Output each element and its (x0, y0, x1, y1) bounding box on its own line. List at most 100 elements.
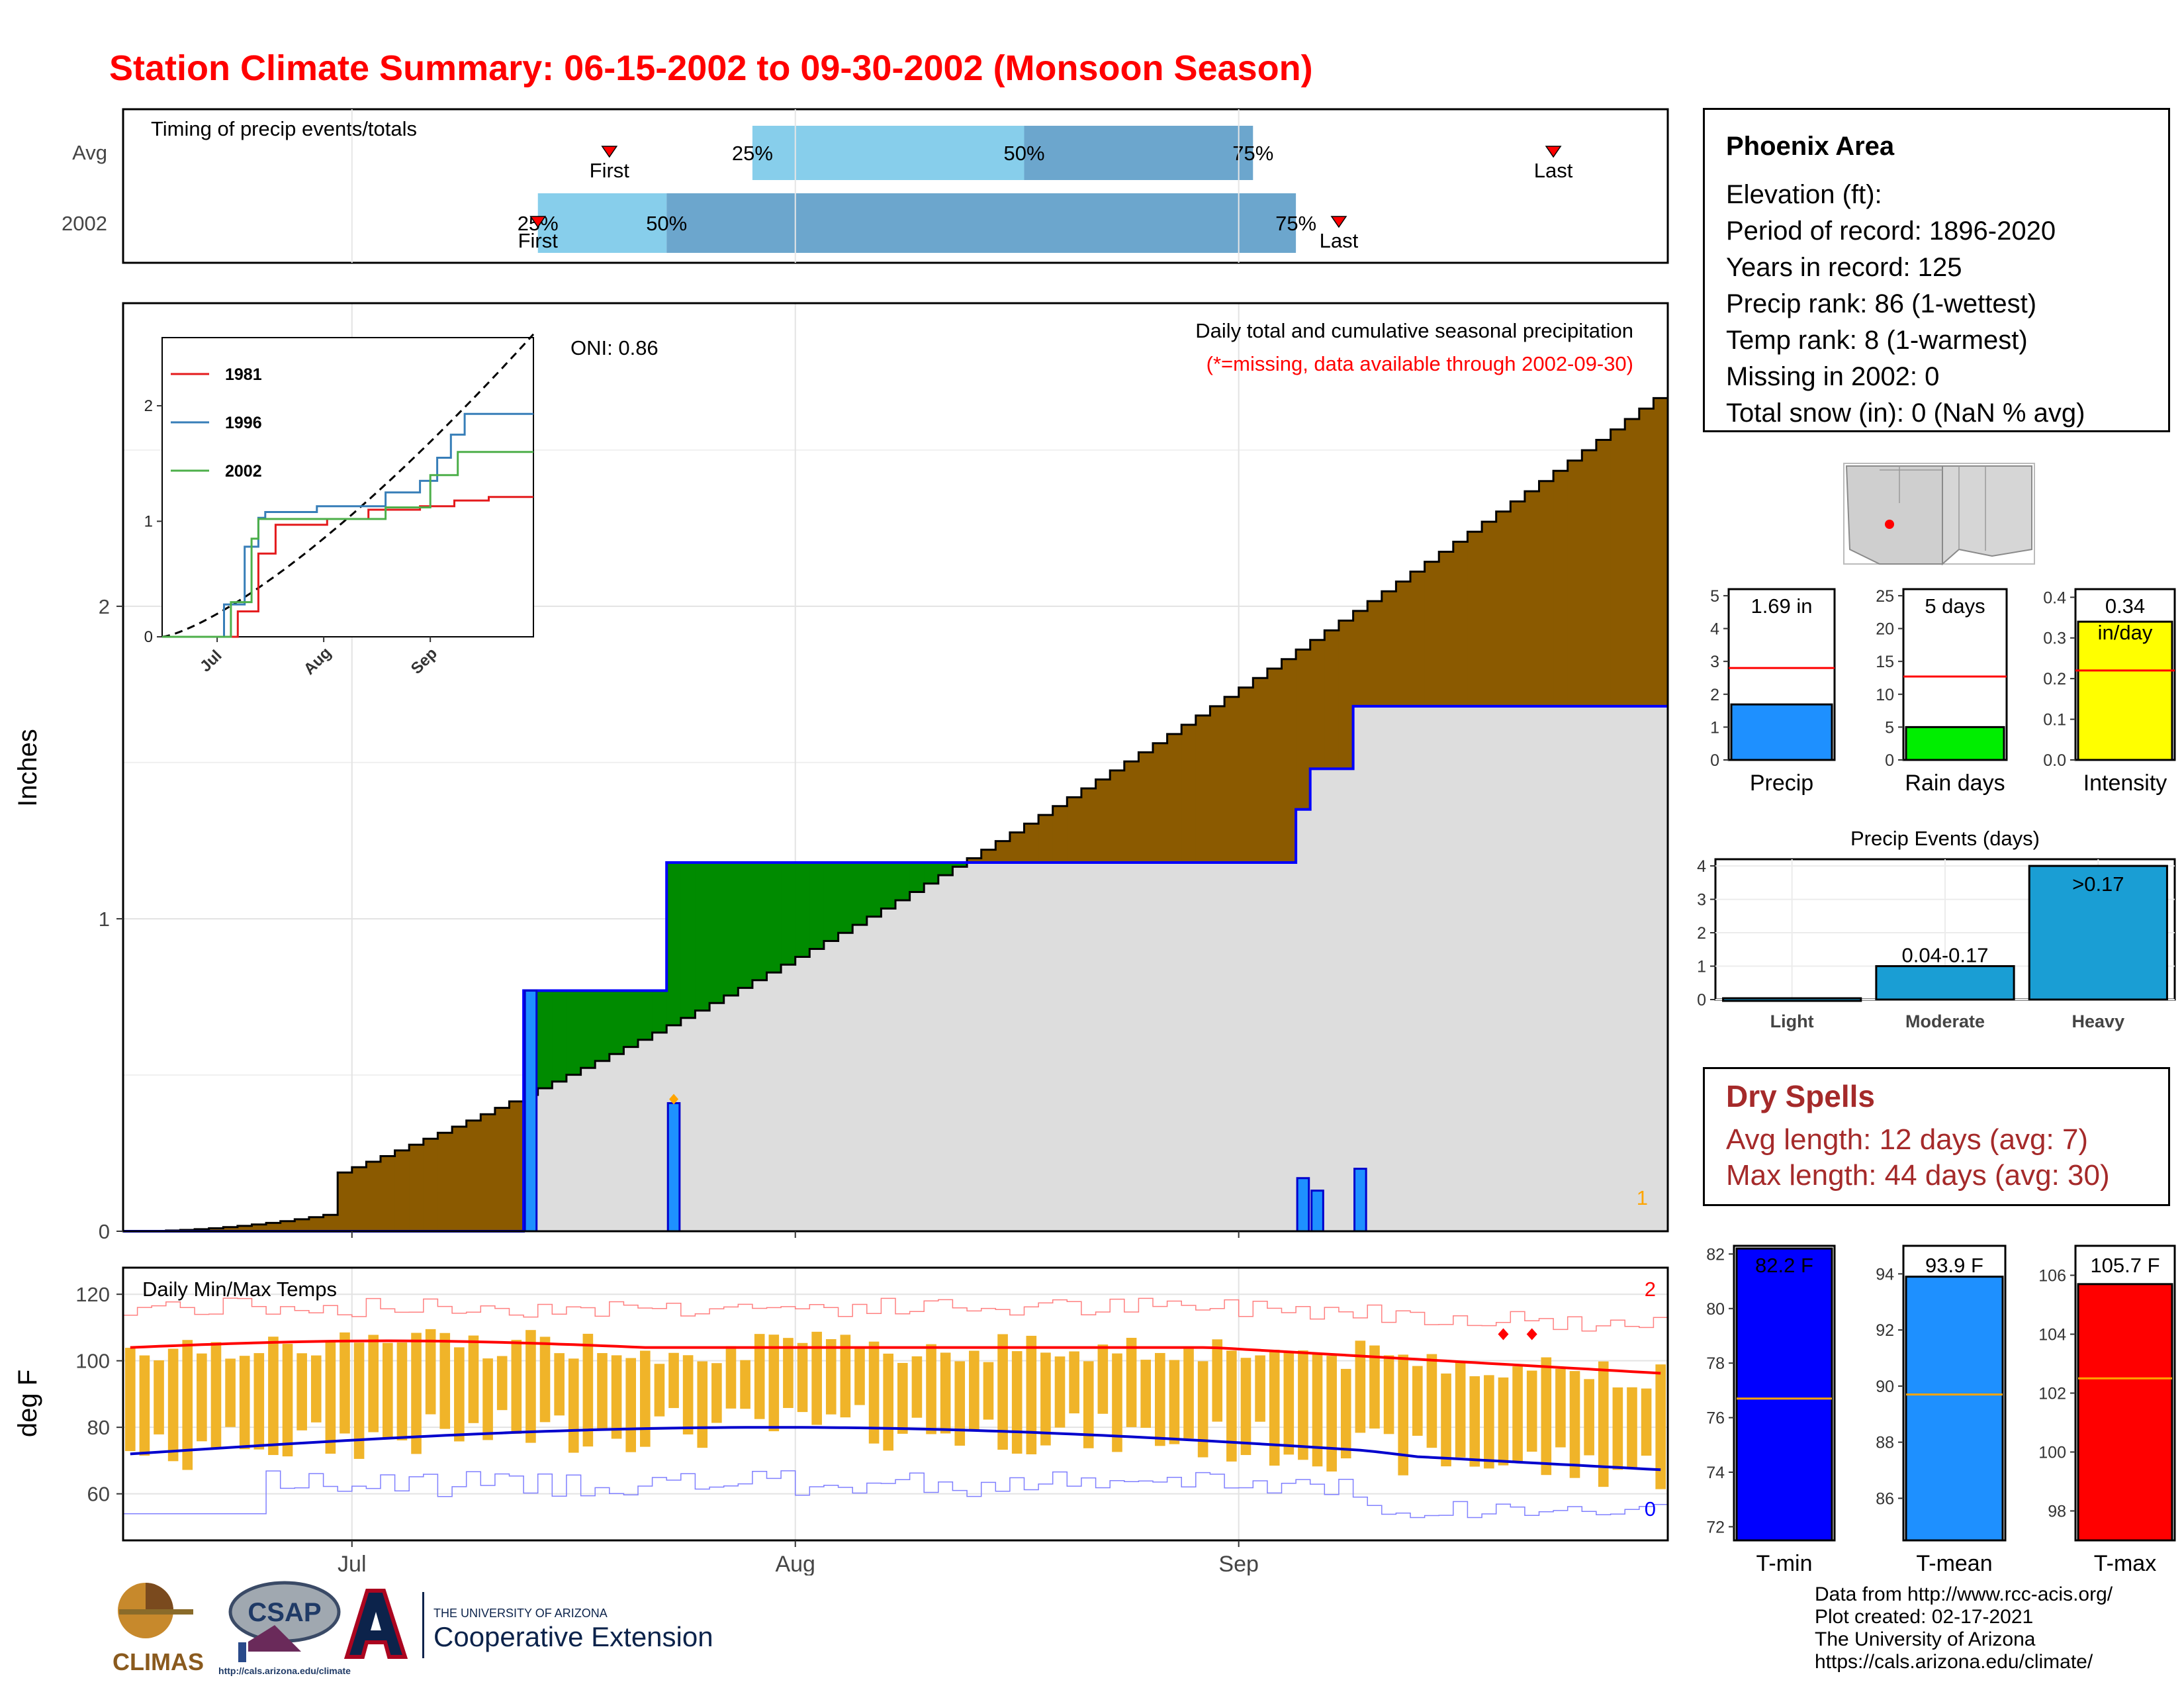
inset-legend-label: 2002 (225, 462, 262, 481)
deficit-segment (1653, 398, 1668, 706)
summary-ytick-label: 0.4 (2043, 588, 2066, 607)
inset-frame (161, 337, 534, 637)
temp-day-bar (1054, 1356, 1066, 1428)
location-map (1843, 463, 2035, 566)
summary-ytick-label: 3 (1710, 653, 1719, 671)
cum-area-segment (1110, 862, 1125, 1231)
temp-day-bar (225, 1358, 236, 1427)
temp-day-bar (1569, 1371, 1580, 1478)
events-ytick-label: 2 (1697, 924, 1706, 943)
timing-iqr-high-1 (666, 193, 1297, 253)
cum-area-segment (795, 957, 810, 1231)
cum-area-segment (1353, 706, 1368, 1231)
cum-area-segment (623, 1047, 639, 1231)
precip-subtitle: (*=missing, data available through 2002-… (1206, 352, 1633, 375)
cum-area-segment (1410, 706, 1426, 1231)
surplus-segment (838, 862, 853, 933)
tbar-ytick-label: 80 (1706, 1300, 1725, 1319)
surplus-segment (638, 990, 653, 1040)
surplus-segment (809, 862, 825, 949)
surplus-segment (709, 862, 725, 1004)
temps-frame (122, 1266, 1669, 1542)
cum-area-segment (552, 1081, 567, 1231)
timing-marker-label: Last (1320, 229, 1359, 252)
temp-day-bar (496, 1356, 508, 1411)
timing-pct-label: 50% (1003, 142, 1044, 165)
cum-area-segment (838, 933, 853, 1231)
cum-area-segment (566, 1074, 582, 1231)
temps-ytick-label: 100 (75, 1350, 110, 1373)
summary-sublabel: in/day (2098, 621, 2153, 644)
summary-ytick-label: 0.2 (2043, 670, 2066, 688)
timing-marker (1330, 216, 1347, 228)
timing-iqr-high-0 (1024, 126, 1253, 180)
tbar-t-mean (1905, 1276, 2004, 1542)
temp-day-bar (1369, 1345, 1380, 1429)
temp-day-bar (1398, 1354, 1408, 1476)
temp-day-bar (167, 1348, 179, 1462)
deficit-segment (1625, 419, 1640, 706)
deficit-segment (1310, 639, 1325, 769)
temp-day-bar (926, 1344, 936, 1434)
cum-area-segment (1310, 769, 1325, 1231)
surplus-segment (952, 862, 968, 867)
temp-day-bar (1069, 1351, 1079, 1414)
csap-logo: CSAP http://cals.arizona.edu/climate (218, 1581, 351, 1676)
record-max-marker (1498, 1328, 1509, 1340)
credit-source: Data from http://www.rcc-acis.org/ (1815, 1583, 2113, 1605)
temp-day-bar (411, 1333, 422, 1454)
cum-area-segment (1596, 706, 1612, 1231)
events-bar-heavy (2028, 865, 2168, 1001)
temp-day-bar (1169, 1360, 1180, 1444)
deficit-segment (509, 1101, 524, 1231)
deficit-segment (1124, 761, 1139, 863)
surplus-segment (580, 990, 596, 1068)
cum-area-segment (580, 1068, 596, 1231)
tbar-ytick-label: 74 (1706, 1464, 1725, 1482)
deficit-segment (280, 1221, 295, 1231)
credits: Data from http://www.rcc-acis.org/ Plot … (1815, 1583, 2113, 1673)
cum-area-segment (1081, 862, 1097, 1231)
deficit-segment (1110, 770, 1125, 863)
temp-day-bar (883, 1353, 893, 1451)
cum-area-segment (1482, 706, 1497, 1231)
deficit-segment (251, 1224, 267, 1231)
surplus-segment (595, 990, 610, 1061)
temp-day-bar (1140, 1360, 1151, 1428)
cum-area-segment (1296, 809, 1311, 1231)
surplus-segment (752, 862, 768, 980)
count-min: 0 (1645, 1497, 1656, 1521)
tbar-ytick-label: 72 (1706, 1518, 1725, 1536)
summary-ytick-label: 0.0 (2043, 751, 2066, 770)
cum-area-segment (909, 892, 925, 1231)
temps-xtick-label: Sep (1218, 1552, 1259, 1575)
deficit-segment (1038, 815, 1054, 863)
temps-panel: Daily Min/Max Temps 2 0 deg F 60 80 100 120… (13, 1266, 1669, 1575)
temp-day-bar (1026, 1335, 1037, 1454)
deficit-segment (452, 1127, 467, 1231)
summary-ytick-label: 5 (1885, 718, 1894, 737)
summary-ytick-label: 0 (1710, 751, 1719, 770)
precip-ytick-label: 2 (99, 595, 110, 618)
cum-area-segment (1510, 706, 1525, 1231)
climas-logo: CLIMAS (113, 1583, 204, 1675)
station-temp-rank: Temp rank: 8 (1-warmest) (1726, 326, 2028, 355)
cum-area-segment (1453, 706, 1469, 1231)
temp-day-bar (1641, 1388, 1652, 1456)
deficit-segment (381, 1156, 396, 1231)
surplus-segment (666, 862, 682, 1025)
temp-day-bar (1355, 1340, 1366, 1433)
surplus-segment (781, 862, 796, 965)
cum-area-segment (895, 900, 911, 1231)
cum-area-segment (1238, 862, 1253, 1231)
temp-day-bar (1326, 1356, 1337, 1472)
inset-ytick-label: 1 (144, 512, 153, 530)
temp-day-bar (1255, 1355, 1265, 1422)
summary-bar-precip (1730, 703, 1833, 761)
avg-cumulative-line (123, 397, 1668, 1233)
row-label-2002: 2002 (62, 212, 107, 235)
deficit-segment (1582, 450, 1597, 706)
deficit-segment (1596, 440, 1612, 706)
cum-area-segment (752, 980, 768, 1231)
station-name: Phoenix Area (1726, 132, 1895, 161)
